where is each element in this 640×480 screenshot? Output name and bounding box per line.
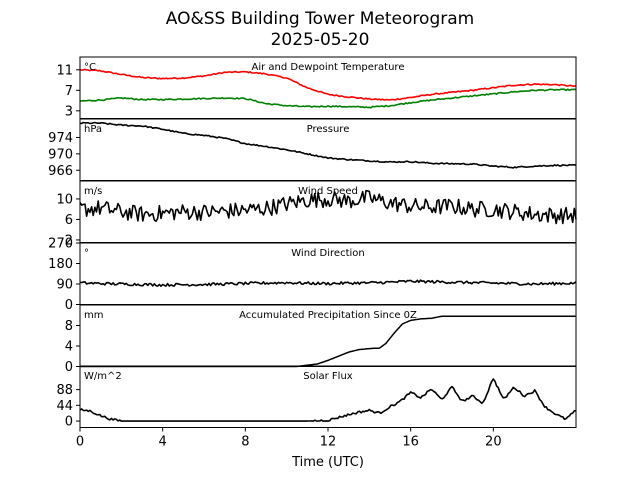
- panel-2-ytick-label: 974: [48, 131, 73, 146]
- panels-group: 3 7 11 °C Air and Dewpoint Temperature 966 970…: [48, 56, 577, 430]
- x-tick-label: 16: [402, 435, 419, 450]
- panel-1-ytick-label: 7: [65, 84, 73, 99]
- panel-3: 2 6 10 m/s Wind Speed: [56, 180, 577, 248]
- panel-6-unit: W/m^2: [84, 371, 122, 382]
- panel-5-ytick-label: 4: [65, 340, 73, 355]
- panel-4-unit: °: [84, 248, 89, 259]
- panel-6-series-1: [79, 378, 576, 422]
- panel-1-unit: °C: [84, 62, 96, 73]
- panel-4: 0 90 180 270 ° Wind Direction: [48, 237, 577, 313]
- panel-4-ytick-label: 270: [48, 237, 73, 252]
- x-tick-label: 20: [485, 435, 502, 450]
- panel-3-series-1: [79, 189, 577, 225]
- panel-4-series-1: [79, 279, 577, 288]
- panel-5-ytick-label: 0: [65, 360, 73, 375]
- panel-1-series-1: [79, 68, 577, 101]
- panel-6-ytick-label: 0: [65, 415, 73, 430]
- panel-5-ytick-label: 8: [65, 319, 73, 334]
- x-tick-label: 4: [159, 435, 167, 450]
- x-axis: 0 4 8 12 16 20: [76, 427, 502, 450]
- panel-2-series-1: [79, 121, 577, 169]
- panel-3-unit: m/s: [84, 186, 102, 197]
- panel-1-series-2: [79, 88, 577, 109]
- panel-3-ytick-label: 6: [65, 213, 73, 228]
- panel-3-title: Wind Speed: [298, 186, 358, 197]
- x-tick-label: 8: [241, 435, 249, 450]
- figure-title: AO&SS Building Tower Meteorogram: [166, 9, 474, 29]
- panel-6-ytick-label: 44: [56, 399, 73, 414]
- panel-5-unit: mm: [84, 310, 103, 321]
- panel-1-ytick-label: 11: [56, 63, 73, 78]
- panel-4-ytick-label: 90: [56, 278, 73, 293]
- panel-1: 3 7 11 °C Air and Dewpoint Temperature: [56, 56, 577, 119]
- panel-4-ytick-label: 180: [48, 257, 73, 272]
- panel-5: 0 4 8 mm Accumulated Precipitation Since 0Z: [65, 304, 577, 375]
- x-axis-label: Time (UTC): [291, 455, 364, 470]
- panel-6-title: Solar Flux: [303, 371, 353, 382]
- x-tick-label: 12: [320, 435, 337, 450]
- figure-subtitle-date: 2025-05-20: [271, 30, 370, 50]
- panel-6-ytick-label: 88: [56, 383, 73, 398]
- panel-2-title: Pressure: [307, 124, 350, 135]
- panel-4-title: Wind Direction: [291, 248, 365, 259]
- panel-4-ytick-label: 0: [65, 298, 73, 313]
- panel-5-series-1: [80, 315, 576, 368]
- panel-1-title: Air and Dewpoint Temperature: [252, 62, 405, 73]
- panel-5-title: Accumulated Precipitation Since 0Z: [239, 310, 417, 321]
- panel-1-ytick-label: 3: [65, 104, 73, 119]
- panel-3-ytick-label: 2: [65, 233, 73, 248]
- x-tick-label: 0: [76, 435, 84, 450]
- panel-2-ytick-label: 970: [48, 147, 73, 162]
- panel-3-ytick-label: 10: [56, 192, 73, 207]
- panel-2-unit: hPa: [84, 124, 102, 135]
- panel-2-ytick-label: 966: [48, 164, 73, 179]
